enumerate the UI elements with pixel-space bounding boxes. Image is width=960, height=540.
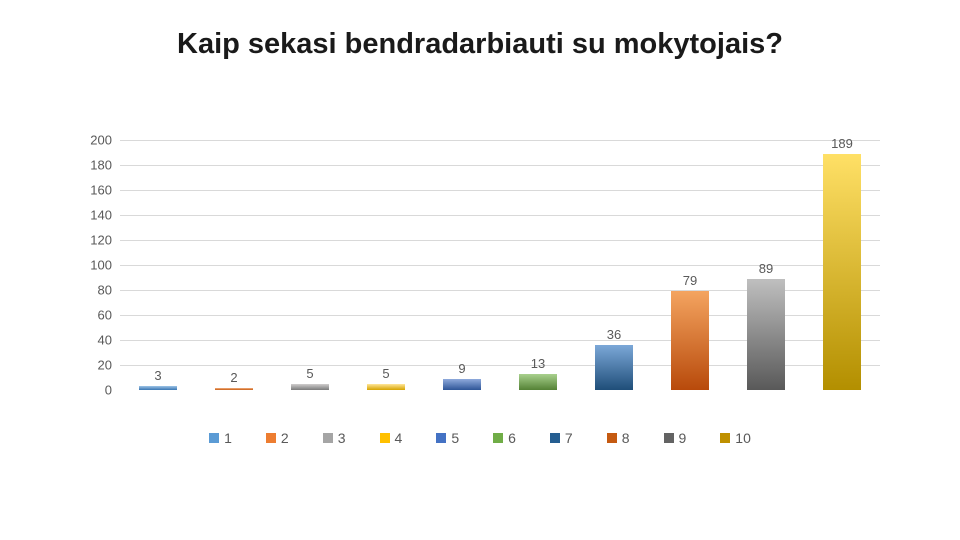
bar-value-label: 5 — [382, 366, 389, 381]
legend: 1 2 3 4 5 6 7 8 9 10 — [80, 430, 880, 446]
bar-value-label: 9 — [458, 361, 465, 376]
legend-label: 5 — [451, 430, 459, 446]
bar-slot: 5 — [272, 140, 348, 390]
bar: 5 — [367, 384, 405, 390]
y-tick-label: 120 — [82, 233, 112, 248]
bar-value-label: 5 — [306, 366, 313, 381]
bar: 189 — [823, 154, 861, 390]
legend-item: 1 — [209, 430, 232, 446]
legend-swatch-icon — [607, 433, 617, 443]
legend-swatch-icon — [664, 433, 674, 443]
legend-item: 10 — [720, 430, 751, 446]
bar-value-label: 79 — [683, 273, 697, 288]
bar: 13 — [519, 374, 557, 390]
bar: 36 — [595, 345, 633, 390]
legend-item: 2 — [266, 430, 289, 446]
bar: 2 — [215, 388, 253, 391]
legend-label: 2 — [281, 430, 289, 446]
bar-value-label: 189 — [831, 136, 853, 151]
bar-slot: 9 — [424, 140, 500, 390]
bar-value-label: 36 — [607, 327, 621, 342]
bar-slot: 189 — [804, 140, 880, 390]
bar-value-label: 89 — [759, 261, 773, 276]
legend-swatch-icon — [323, 433, 333, 443]
bars-container: 3 2 5 5 9 13 36 79 89 189 — [120, 140, 880, 390]
y-tick-label: 60 — [82, 308, 112, 323]
legend-item: 8 — [607, 430, 630, 446]
bar-slot: 79 — [652, 140, 728, 390]
y-tick-label: 140 — [82, 208, 112, 223]
y-tick-label: 100 — [82, 258, 112, 273]
y-tick-label: 180 — [82, 158, 112, 173]
bar: 3 — [139, 386, 177, 390]
legend-item: 9 — [664, 430, 687, 446]
y-tick-label: 200 — [82, 133, 112, 148]
bar: 79 — [671, 291, 709, 390]
y-tick-label: 20 — [82, 358, 112, 373]
plot-area: 0204060801001201401601802003255913367989… — [120, 140, 880, 390]
legend-item: 5 — [436, 430, 459, 446]
bar-value-label: 13 — [531, 356, 545, 371]
y-tick-label: 40 — [82, 333, 112, 348]
legend-label: 1 — [224, 430, 232, 446]
legend-label: 7 — [565, 430, 573, 446]
bar-slot: 36 — [576, 140, 652, 390]
legend-label: 9 — [679, 430, 687, 446]
bar-slot: 89 — [728, 140, 804, 390]
bar-value-label: 2 — [230, 370, 237, 385]
y-tick-label: 80 — [82, 283, 112, 298]
legend-item: 4 — [380, 430, 403, 446]
legend-label: 10 — [735, 430, 751, 446]
legend-swatch-icon — [209, 433, 219, 443]
bar-slot: 5 — [348, 140, 424, 390]
legend-item: 6 — [493, 430, 516, 446]
y-tick-label: 160 — [82, 183, 112, 198]
legend-swatch-icon — [380, 433, 390, 443]
legend-swatch-icon — [720, 433, 730, 443]
bar-slot: 13 — [500, 140, 576, 390]
bar-slot: 3 — [120, 140, 196, 390]
legend-label: 4 — [395, 430, 403, 446]
legend-label: 8 — [622, 430, 630, 446]
legend-label: 6 — [508, 430, 516, 446]
bar-slot: 2 — [196, 140, 272, 390]
bar: 9 — [443, 379, 481, 390]
bar: 5 — [291, 384, 329, 390]
legend-item: 3 — [323, 430, 346, 446]
chart-page: Kaip sekasi bendradarbiauti su mokytojai… — [0, 0, 960, 540]
legend-swatch-icon — [266, 433, 276, 443]
bar-value-label: 3 — [154, 368, 161, 383]
bar: 89 — [747, 279, 785, 390]
legend-swatch-icon — [493, 433, 503, 443]
legend-swatch-icon — [436, 433, 446, 443]
legend-item: 7 — [550, 430, 573, 446]
legend-label: 3 — [338, 430, 346, 446]
chart-area: 0204060801001201401601802003255913367989… — [80, 140, 880, 410]
legend-swatch-icon — [550, 433, 560, 443]
chart-title: Kaip sekasi bendradarbiauti su mokytojai… — [0, 0, 960, 61]
y-tick-label: 0 — [82, 383, 112, 398]
